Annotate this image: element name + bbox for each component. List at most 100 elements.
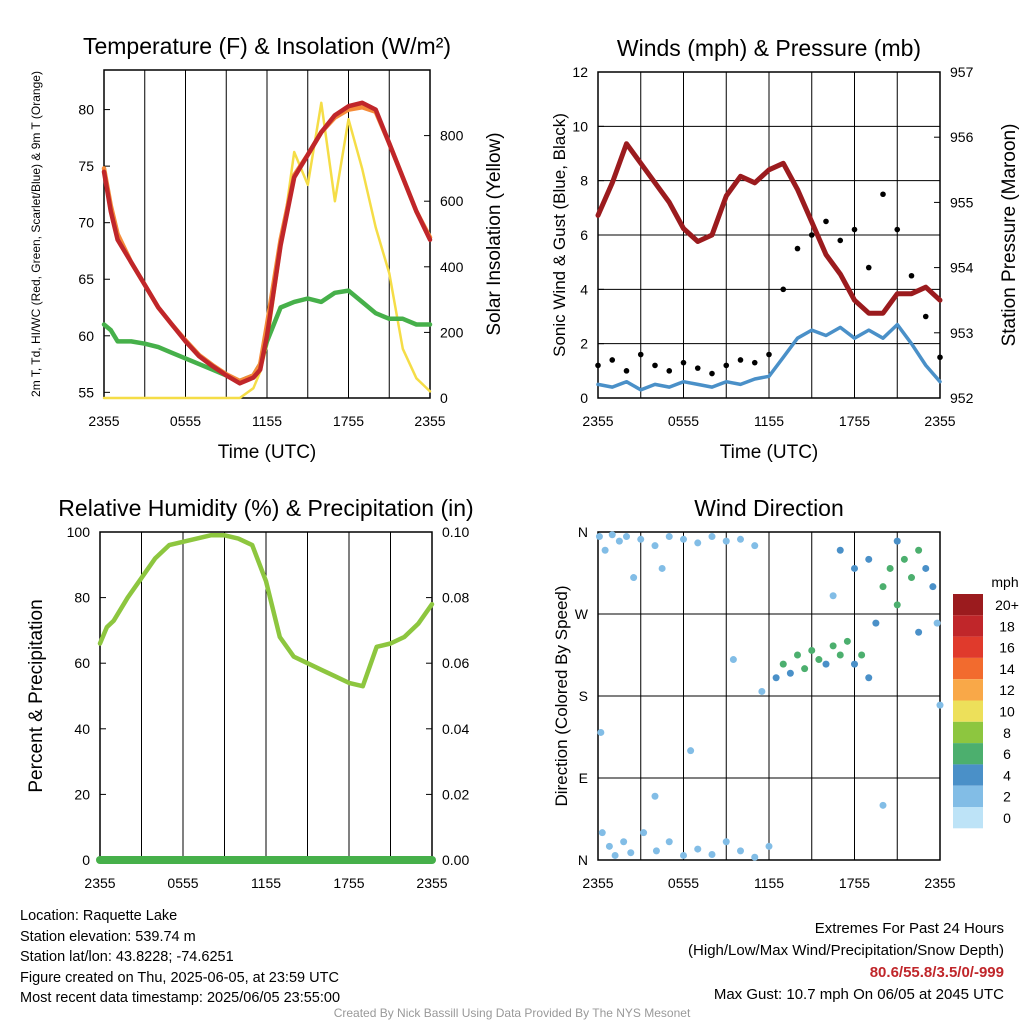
direction-point-62 — [865, 555, 873, 563]
direction-point-59 — [936, 701, 944, 709]
y-tick-3-3: W — [575, 606, 589, 622]
direction-point-28 — [737, 847, 744, 855]
y2-tick-1-3: 955 — [950, 194, 974, 210]
direction-point-41 — [808, 646, 816, 654]
y-tick-2-2: 40 — [74, 721, 90, 737]
y2-tick-1-0: 952 — [950, 390, 974, 406]
y-tick-3-1: E — [579, 770, 588, 786]
direction-point-39 — [794, 651, 801, 659]
y2-axis-label-0: Solar Insolation (Yellow) — [484, 132, 505, 335]
max-gust-text: Max Gust: 10.7 mph On 06/05 at 2045 UTC — [713, 986, 1004, 1003]
legend-swatch-0 — [953, 594, 983, 616]
x-axis-label-0: Time (UTC) — [218, 442, 317, 463]
direction-point-7 — [665, 533, 673, 541]
direction-point-38 — [786, 669, 794, 677]
y-tick-0-2: 65 — [78, 271, 94, 287]
direction-point-29 — [751, 853, 759, 861]
direction-point-31 — [651, 792, 659, 800]
y-tick-2-0: 0 — [82, 852, 90, 868]
x-tick-3-3: 1755 — [839, 875, 870, 891]
series-line-0-0 — [101, 100, 433, 386]
y2-tick-1-4: 956 — [950, 129, 974, 145]
y-tick-0-3: 70 — [78, 215, 94, 231]
direction-point-48 — [858, 651, 866, 659]
direction-point-32 — [597, 728, 605, 736]
x-tick-0-3: 1755 — [333, 413, 364, 429]
chart-title-2: Relative Humidity (%) & Precipitation (i… — [58, 495, 473, 521]
gust-point-1 — [609, 357, 616, 363]
y2-tick-1-1: 953 — [950, 325, 974, 341]
created-text: Figure created on Thu, 2025-06-05, at 23… — [20, 969, 339, 986]
gust-point-23 — [922, 313, 929, 320]
recent-text: Most recent data timestamp: 2025/06/05 2… — [20, 990, 341, 1006]
direction-point-17 — [605, 842, 613, 850]
y-axis-label-1: Sonic Wind & Gust (Blue, Black) — [550, 113, 569, 357]
gust-point-10 — [737, 357, 744, 363]
direction-point-60 — [829, 592, 837, 600]
x-tick-0-4: 2355 — [414, 413, 445, 429]
direction-point-22 — [652, 847, 660, 855]
gust-point-7 — [694, 365, 701, 371]
x-tick-1-3: 1755 — [839, 413, 870, 429]
series-line-1-0 — [596, 322, 942, 392]
legend-title: mph — [991, 574, 1018, 590]
y2-tick-2-4: 0.08 — [442, 590, 469, 606]
direction-point-27 — [722, 838, 730, 846]
y-tick-2-1: 20 — [74, 786, 90, 802]
chart-title-0: Temperature (F) & Insolation (W/m²) — [83, 33, 451, 59]
direction-point-46 — [843, 637, 851, 645]
legend-label-6: 8 — [1003, 725, 1011, 741]
y2-tick-0-2: 400 — [440, 259, 464, 275]
extremes-info: Extremes For Past 24 Hours (High/Low/Max… — [688, 918, 1004, 1006]
direction-point-15 — [658, 564, 666, 572]
direction-point-23 — [665, 838, 673, 846]
y2-tick-2-3: 0.06 — [442, 655, 469, 671]
direction-point-51 — [879, 583, 887, 591]
legend-label-10: 0 — [1003, 810, 1011, 826]
direction-point-33 — [687, 747, 695, 755]
gust-point-19 — [865, 264, 872, 271]
gust-point-17 — [837, 237, 844, 244]
direction-point-9 — [694, 539, 702, 547]
gust-point-4 — [652, 362, 658, 369]
gust-point-13 — [780, 286, 787, 293]
legend-swatch-8 — [953, 764, 983, 786]
gust-point-21 — [894, 226, 901, 233]
gust-point-20 — [880, 191, 886, 198]
direction-point-19 — [620, 838, 628, 846]
x-tick-0-1: 0555 — [170, 413, 201, 429]
x-tick-2-2: 1155 — [251, 875, 281, 891]
direction-point-8 — [680, 535, 687, 543]
y2-tick-2-1: 0.02 — [442, 786, 469, 802]
y2-tick-0-1: 200 — [440, 324, 464, 340]
direction-point-1 — [601, 546, 609, 554]
direction-point-30 — [765, 842, 773, 850]
y-axis-label-3: Direction (Colored By Speed) — [552, 585, 571, 806]
gust-point-2 — [623, 368, 630, 374]
legend-label-7: 6 — [1003, 746, 1011, 762]
x-tick-2-1: 0555 — [167, 875, 198, 891]
direction-point-36 — [772, 674, 780, 682]
direction-point-58 — [929, 583, 937, 591]
direction-point-0 — [595, 533, 603, 541]
legend-swatch-7 — [953, 743, 983, 765]
gust-point-9 — [723, 362, 730, 369]
direction-point-64 — [879, 801, 887, 809]
y2-tick-0-3: 600 — [440, 193, 464, 209]
station-info: Location: Raquette Lake Station elevatio… — [20, 906, 340, 1009]
direction-point-63 — [836, 546, 844, 554]
legend-label-5: 10 — [999, 704, 1015, 720]
gust-point-18 — [851, 226, 858, 233]
direction-point-50 — [872, 619, 880, 627]
x-tick-1-2: 1155 — [754, 413, 784, 429]
x-tick-1-4: 2355 — [924, 413, 955, 429]
gust-point-3 — [637, 351, 644, 358]
legend-swatch-4 — [953, 679, 983, 701]
y2-tick-1-5: 957 — [950, 64, 974, 80]
legend-label-9: 2 — [1003, 789, 1011, 805]
x-tick-1-1: 0555 — [668, 413, 699, 429]
series-line-2-0 — [97, 533, 435, 689]
direction-point-5 — [637, 535, 645, 543]
y2-tick-0-4: 800 — [440, 128, 464, 144]
